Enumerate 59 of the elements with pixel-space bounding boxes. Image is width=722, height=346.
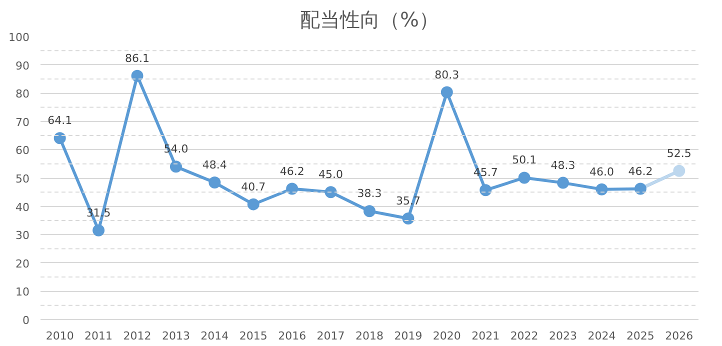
- y-tick-label: 60: [16, 144, 30, 158]
- point: [92, 224, 105, 236]
- x-tick-label: 2019: [394, 330, 422, 342]
- y-tick-label: 0: [22, 314, 30, 327]
- data-label: 64.1: [48, 114, 72, 128]
- y-tick-label: 50: [16, 172, 30, 186]
- y-tick-label: 100: [8, 31, 30, 44]
- x-tick-label: 2023: [549, 330, 578, 342]
- data-label: 40.7: [241, 180, 266, 194]
- point: [596, 183, 608, 196]
- data-label: 46.2: [280, 164, 304, 178]
- point: [673, 164, 686, 177]
- x-tick-label: 2021: [472, 330, 500, 342]
- y-tick-label: 80: [16, 88, 30, 101]
- data-label: 46.2: [628, 164, 653, 178]
- chart-title: 配当性向（%）: [300, 8, 440, 32]
- point: [131, 70, 144, 82]
- point: [364, 205, 376, 218]
- point: [402, 212, 414, 224]
- x-tick-label: 2024: [588, 330, 616, 342]
- data-label: 48.3: [550, 158, 576, 172]
- data-label: 48.4: [202, 158, 227, 172]
- point: [480, 184, 492, 196]
- x-tick-label: 2017: [316, 330, 345, 342]
- x-tick-label: 2011: [84, 330, 113, 342]
- point: [170, 160, 182, 173]
- x-tick-label: 2015: [239, 330, 268, 342]
- x-tick-label: 2016: [278, 330, 306, 342]
- x-tick-label: 2020: [432, 330, 461, 342]
- x-tick-label: 2018: [356, 330, 384, 342]
- point: [54, 132, 66, 144]
- point: [247, 198, 260, 210]
- x-tick-label: 2012: [123, 330, 152, 342]
- y-tick-label: 70: [16, 116, 30, 129]
- x-tick-label: 2013: [162, 330, 190, 342]
- x-tick-label: 2026: [665, 330, 694, 342]
- y-tick-label: 10: [16, 286, 30, 299]
- data-label: 38.3: [357, 187, 382, 200]
- data-label: 45.0: [318, 168, 344, 182]
- point: [324, 186, 337, 198]
- data-label: 52.5: [666, 146, 692, 160]
- x-tick-label: 2025: [626, 330, 654, 342]
- x-tick-label: 2010: [46, 330, 74, 342]
- data-label: 50.1: [512, 154, 537, 167]
- point: [208, 176, 221, 189]
- y-tick-label: 90: [16, 59, 30, 72]
- y-tick-label: 40: [16, 200, 30, 214]
- data-label: 80.3: [434, 68, 460, 82]
- data-label: 46.0: [589, 165, 614, 178]
- data-label: 86.1: [125, 52, 150, 65]
- x-tick-label: 2022: [510, 330, 538, 342]
- x-tick-label: 2014: [200, 330, 229, 342]
- point: [557, 176, 570, 189]
- point: [440, 86, 453, 98]
- point: [634, 182, 646, 195]
- point: [518, 172, 530, 184]
- y-tick-label: 20: [16, 257, 30, 270]
- point: [286, 182, 298, 195]
- y-tick-label: 30: [16, 229, 30, 242]
